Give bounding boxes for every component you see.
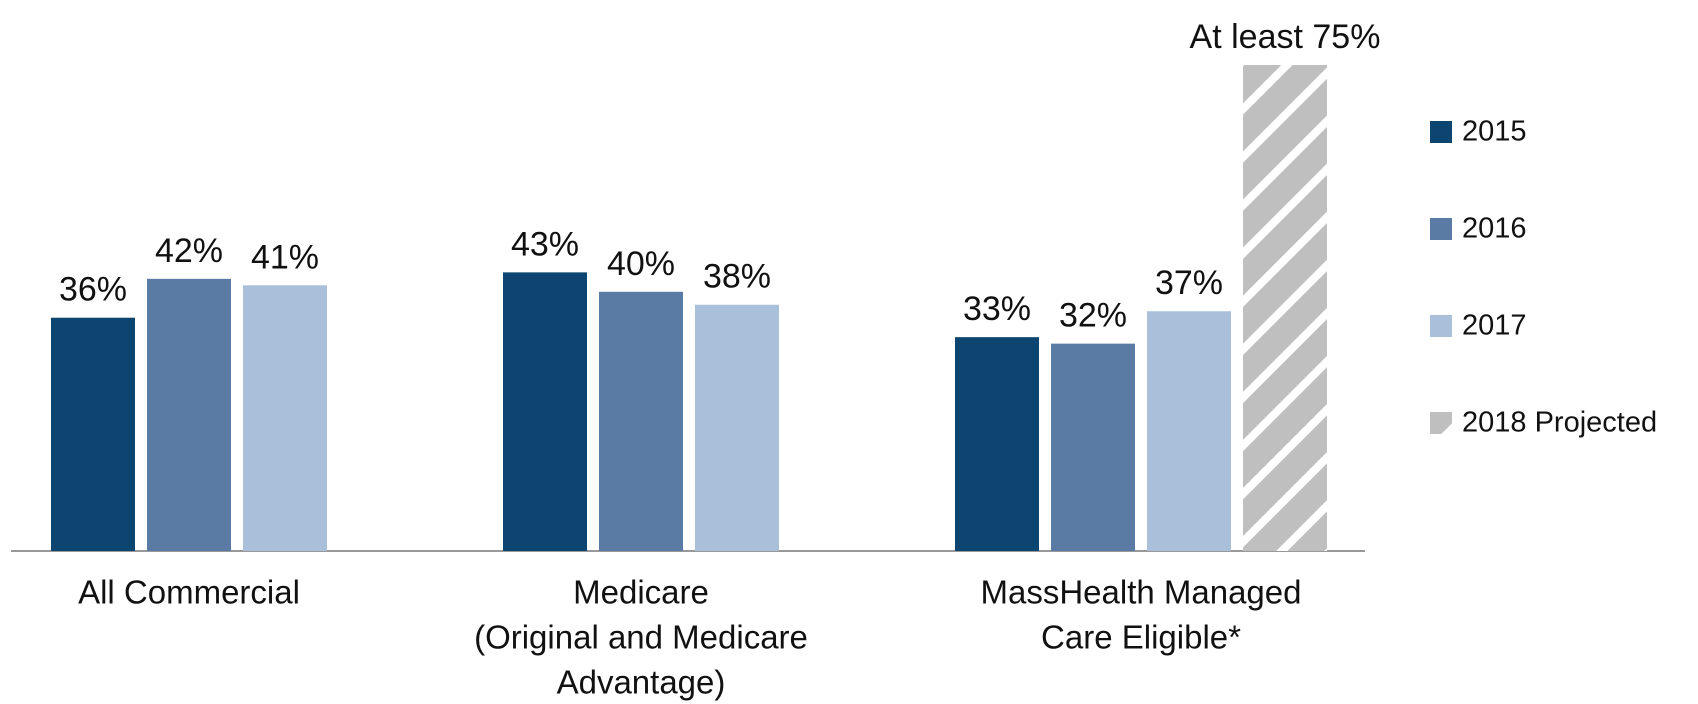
value-label: 41% bbox=[251, 238, 319, 276]
x-tick-label: Care Eligible* bbox=[1041, 619, 1241, 656]
bar bbox=[1051, 343, 1135, 551]
legend-swatch bbox=[1430, 315, 1452, 337]
legend-swatch bbox=[1430, 412, 1452, 434]
value-label: 38% bbox=[703, 258, 771, 296]
bar bbox=[51, 317, 135, 551]
legend-label: 2015 bbox=[1462, 116, 1527, 148]
legend-swatch bbox=[1430, 121, 1452, 143]
value-label: 37% bbox=[1155, 264, 1223, 302]
x-tick-label: MassHealth Managed bbox=[980, 574, 1301, 611]
x-tick-label: Advantage) bbox=[557, 664, 726, 701]
value-label: 43% bbox=[511, 225, 579, 263]
legend-label: 2016 bbox=[1462, 213, 1527, 245]
bar bbox=[1147, 311, 1231, 551]
x-tick-label: All Commercial bbox=[78, 574, 300, 611]
bar bbox=[243, 285, 327, 551]
bar bbox=[503, 272, 587, 551]
bar bbox=[955, 337, 1039, 551]
value-label: At least 75% bbox=[1190, 18, 1381, 56]
value-label: 32% bbox=[1059, 297, 1127, 335]
x-tick-label: Medicare bbox=[573, 574, 709, 611]
value-label: 42% bbox=[155, 232, 223, 270]
value-label: 33% bbox=[963, 290, 1031, 328]
bar bbox=[695, 304, 779, 551]
value-label: 40% bbox=[607, 245, 675, 283]
bar bbox=[1243, 65, 1327, 551]
value-label: 36% bbox=[59, 271, 127, 309]
bar bbox=[147, 278, 231, 551]
x-tick-label: (Original and Medicare bbox=[474, 619, 808, 656]
legend-label: 2018 Projected bbox=[1462, 407, 1657, 439]
legend-swatch bbox=[1430, 218, 1452, 240]
bar bbox=[599, 291, 683, 551]
legend-label: 2017 bbox=[1462, 310, 1527, 342]
